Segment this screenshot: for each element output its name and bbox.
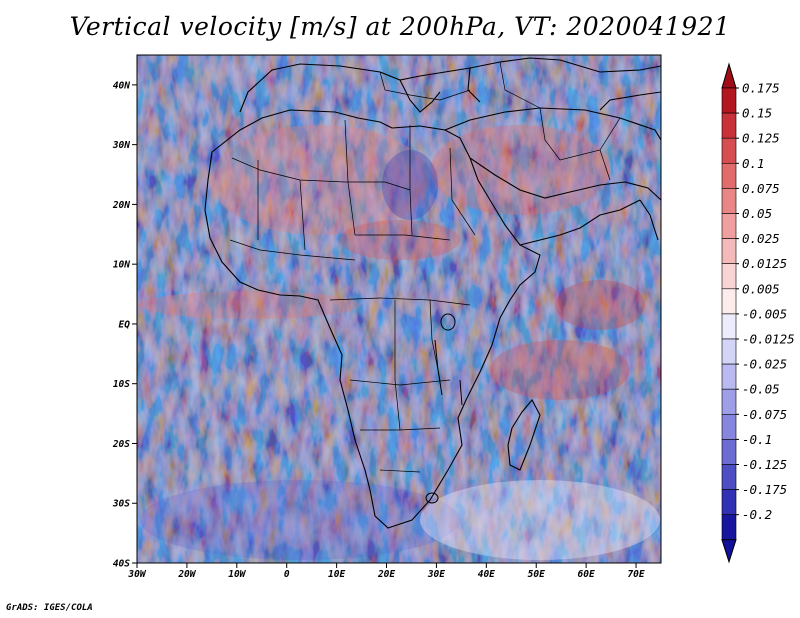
colorbar-label: 0.025 xyxy=(742,231,780,246)
colorbar-bottom-arrow xyxy=(721,539,737,564)
colorbar-swatch xyxy=(721,288,737,315)
grads-credit: GrADS: IGES/COLA xyxy=(6,603,93,613)
map-panel xyxy=(136,54,662,564)
colorbar-label: -0.025 xyxy=(742,357,787,372)
lon-label: 30W xyxy=(127,569,146,580)
lat-label: 30N xyxy=(112,140,130,151)
lat-label: 20N xyxy=(112,200,130,211)
colorbar-swatch xyxy=(721,464,737,490)
lat-label: 30S xyxy=(112,499,130,510)
colorbar-swatch xyxy=(721,439,737,465)
colorbar-swatch xyxy=(721,388,737,415)
country-borders xyxy=(229,61,621,473)
colorbar-label: -0.05 xyxy=(742,382,780,397)
colorbar-top-arrow xyxy=(721,62,737,89)
velocity-field xyxy=(137,55,661,563)
colorbar-swatch xyxy=(721,338,737,365)
colorbar-label: -0.175 xyxy=(742,482,787,497)
colorbar-swatch xyxy=(721,313,737,340)
colorbar: 0.175 0.15 0.125 0.1 0.075 0.05 0.025 0.0125 0.0… xyxy=(721,62,795,564)
map-frame xyxy=(136,54,662,564)
colorbar-swatch xyxy=(721,413,737,440)
lat-label: 10S xyxy=(113,379,130,390)
colorbar-swatch xyxy=(721,238,737,265)
lat-label: 20S xyxy=(112,439,130,450)
colorbar-swatch xyxy=(721,213,737,239)
colorbar-label: 0.005 xyxy=(742,281,780,296)
latitude-axis: 40N 30N 20N 10N EQ 10S 20S 30S 40S xyxy=(112,80,137,570)
colorbar-swatch xyxy=(721,87,737,114)
colorbar-label: 0.0125 xyxy=(742,256,787,271)
lon-label: 10W xyxy=(228,569,246,580)
colorbar-label: -0.125 xyxy=(742,457,787,472)
colorbar-label: -0.075 xyxy=(742,407,787,422)
colorbar-label: -0.0125 xyxy=(742,332,795,347)
coastlines xyxy=(204,57,661,529)
lat-label: 40N xyxy=(113,80,130,91)
colorbar-swatch xyxy=(721,514,737,541)
lat-label: 40S xyxy=(113,559,130,570)
colorbar-swatch xyxy=(721,263,737,290)
colorbar-label: 0.1 xyxy=(742,156,765,171)
colorbar-swatch xyxy=(721,489,737,516)
lon-label: 10E xyxy=(328,569,345,580)
colorbar-swatch xyxy=(721,188,737,214)
lat-label: 10N xyxy=(113,260,130,271)
lon-label: 20W xyxy=(177,569,196,580)
colorbar-label: 0.075 xyxy=(742,181,780,196)
colorbar-label: -0.2 xyxy=(742,507,772,522)
lon-label: 0 xyxy=(284,569,290,580)
longitude-axis: 30W 20W 10W 0 10E 20E 30E 40E 50E 60E 70E xyxy=(127,563,645,580)
colorbar-label: 0.15 xyxy=(742,106,772,121)
lon-label: 20E xyxy=(377,569,395,580)
colorbar-swatch xyxy=(721,112,737,139)
lat-label: EQ xyxy=(119,319,131,330)
colorbar-label: -0.005 xyxy=(742,306,787,321)
chart-title: Vertical velocity [m/s] at 200hPa, VT: 2… xyxy=(69,12,731,41)
colorbar-label: 0.05 xyxy=(742,206,772,221)
colorbar-label: 0.175 xyxy=(742,81,780,96)
lon-label: 70E xyxy=(627,569,644,580)
colorbar-label: 0.125 xyxy=(742,131,780,146)
lon-label: 60E xyxy=(578,569,595,580)
colorbar-label: -0.1 xyxy=(742,432,772,447)
lon-label: 50E xyxy=(528,569,545,580)
colorbar-swatch xyxy=(721,363,737,390)
colorbar-swatch xyxy=(721,137,737,164)
colorbar-swatch xyxy=(721,163,737,189)
lon-label: 40E xyxy=(478,569,495,580)
lakes xyxy=(425,313,463,504)
lon-label: 30E xyxy=(427,569,445,580)
